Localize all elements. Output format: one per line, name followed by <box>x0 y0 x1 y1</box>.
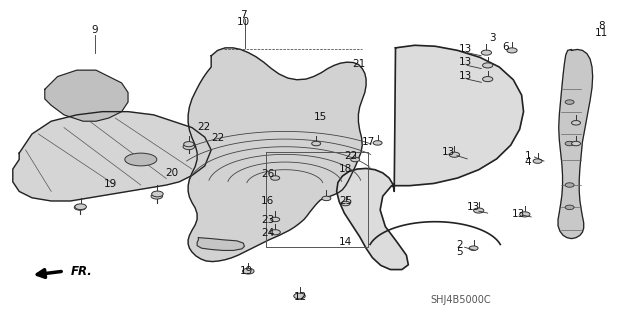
Circle shape <box>483 77 493 82</box>
Circle shape <box>294 293 305 299</box>
Text: 22: 22 <box>345 151 358 161</box>
Text: 7: 7 <box>240 10 246 20</box>
Circle shape <box>469 246 478 250</box>
Circle shape <box>507 48 517 53</box>
Circle shape <box>74 204 86 210</box>
Circle shape <box>565 141 574 146</box>
Circle shape <box>184 142 194 147</box>
Text: 9: 9 <box>92 25 98 35</box>
Text: 18: 18 <box>339 164 352 174</box>
Text: SHJ4B5000C: SHJ4B5000C <box>431 295 491 305</box>
Circle shape <box>520 212 530 217</box>
Text: 8: 8 <box>598 21 605 31</box>
Circle shape <box>483 63 493 68</box>
Text: 17: 17 <box>362 137 374 147</box>
Text: 19: 19 <box>104 179 117 189</box>
Circle shape <box>565 183 574 187</box>
Text: 6: 6 <box>502 42 509 52</box>
Circle shape <box>474 208 484 213</box>
Circle shape <box>270 230 280 235</box>
Text: 13: 13 <box>460 71 472 81</box>
Text: 4: 4 <box>525 157 531 167</box>
Polygon shape <box>197 238 244 250</box>
Text: 13: 13 <box>460 44 472 55</box>
Text: 20: 20 <box>165 168 178 178</box>
Circle shape <box>572 121 580 125</box>
Text: 24: 24 <box>261 228 274 238</box>
Circle shape <box>351 157 360 162</box>
Circle shape <box>572 141 580 146</box>
Text: 2: 2 <box>456 240 463 250</box>
Circle shape <box>312 141 321 146</box>
Text: 14: 14 <box>339 237 352 247</box>
Circle shape <box>565 205 574 210</box>
Circle shape <box>243 268 254 274</box>
Circle shape <box>481 50 492 55</box>
Text: 1: 1 <box>525 151 531 161</box>
Circle shape <box>449 152 460 157</box>
Text: FR.: FR. <box>70 265 92 278</box>
Polygon shape <box>45 70 128 121</box>
Text: 25: 25 <box>339 196 352 206</box>
Circle shape <box>565 100 574 104</box>
Polygon shape <box>558 49 593 239</box>
Text: 19: 19 <box>240 266 253 276</box>
Polygon shape <box>337 45 524 270</box>
Text: 13: 13 <box>467 202 480 212</box>
Text: 10: 10 <box>237 17 250 27</box>
Text: 22: 22 <box>211 133 224 143</box>
Ellipse shape <box>125 153 157 166</box>
Circle shape <box>341 201 350 206</box>
Text: 16: 16 <box>261 196 274 206</box>
Text: 23: 23 <box>261 215 274 225</box>
Text: 5: 5 <box>456 247 463 257</box>
Polygon shape <box>188 48 366 262</box>
Text: 13: 13 <box>512 209 525 219</box>
Circle shape <box>75 204 86 210</box>
Text: 26: 26 <box>261 169 274 179</box>
Circle shape <box>271 176 280 180</box>
Circle shape <box>151 193 163 199</box>
Circle shape <box>322 196 331 201</box>
Text: 13: 13 <box>460 57 472 67</box>
Polygon shape <box>13 112 211 201</box>
Circle shape <box>152 191 163 197</box>
Text: 15: 15 <box>314 112 326 122</box>
Circle shape <box>533 159 542 163</box>
Text: 13: 13 <box>442 146 454 157</box>
Circle shape <box>183 144 195 150</box>
Text: 22: 22 <box>197 122 210 132</box>
Circle shape <box>271 217 280 222</box>
Text: 11: 11 <box>595 27 608 38</box>
Circle shape <box>373 141 382 145</box>
Text: 3: 3 <box>490 33 496 43</box>
Text: 12: 12 <box>294 292 307 302</box>
Text: 21: 21 <box>352 59 365 69</box>
